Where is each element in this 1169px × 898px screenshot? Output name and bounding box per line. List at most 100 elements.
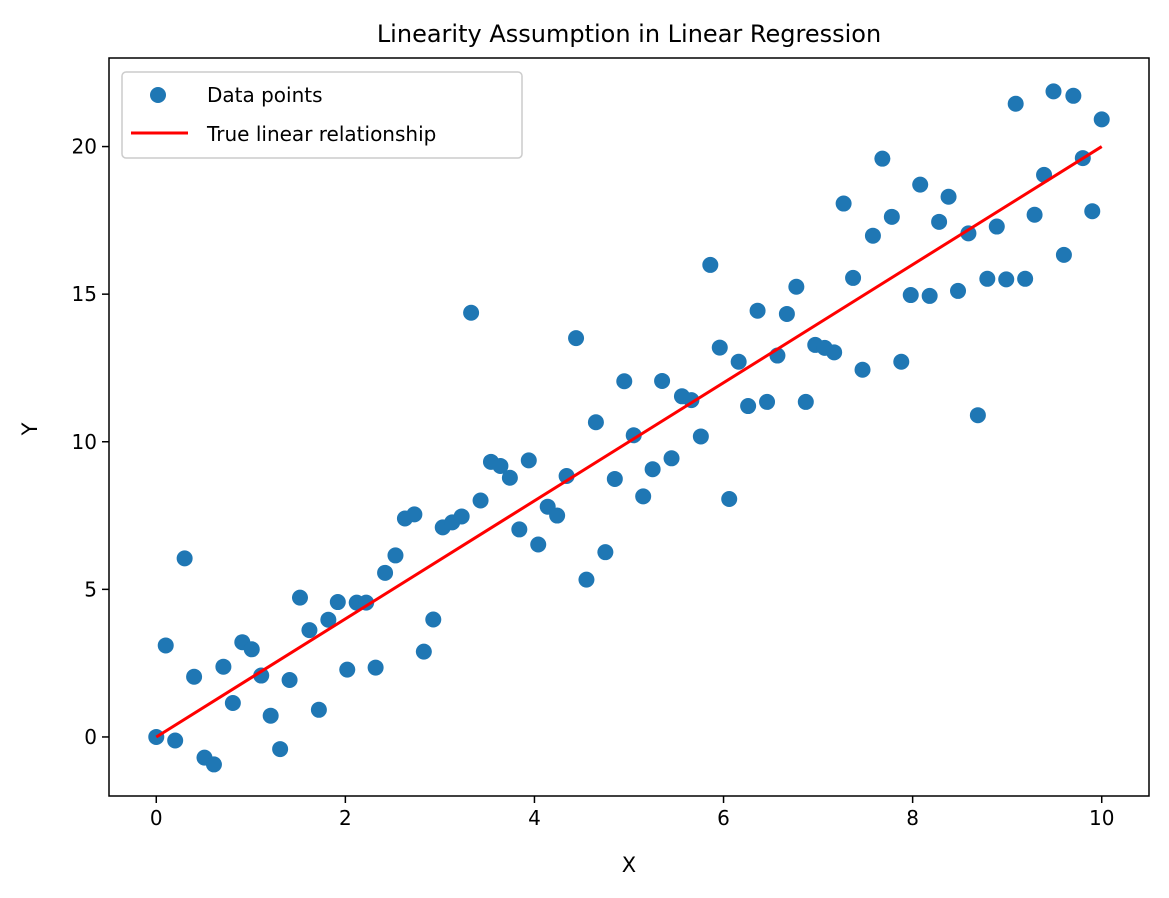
- data-point: [711, 339, 728, 356]
- data-point: [1084, 203, 1101, 220]
- x-tick-label: 6: [717, 806, 730, 830]
- data-point: [329, 594, 346, 611]
- x-tick-label: 8: [906, 806, 919, 830]
- data-point: [702, 256, 719, 273]
- data-point: [415, 643, 432, 660]
- data-point: [578, 571, 595, 588]
- data-point: [157, 637, 174, 654]
- data-point: [654, 372, 671, 389]
- data-point: [281, 671, 298, 688]
- data-point: [1065, 87, 1082, 104]
- data-point: [453, 508, 470, 525]
- data-point: [301, 622, 318, 639]
- data-point: [501, 469, 518, 486]
- data-point: [663, 450, 680, 467]
- data-point: [921, 287, 938, 304]
- data-point: [692, 428, 709, 445]
- data-point: [511, 521, 528, 538]
- data-point: [1045, 83, 1062, 100]
- data-point: [998, 271, 1015, 288]
- data-point: [883, 208, 900, 225]
- data-point: [1017, 270, 1034, 287]
- chart-title: Linearity Assumption in Linear Regressio…: [377, 20, 881, 48]
- data-point: [253, 667, 270, 684]
- data-point: [425, 611, 442, 628]
- data-point: [186, 668, 203, 685]
- legend-label-data-points: Data points: [207, 83, 323, 107]
- data-point: [931, 213, 948, 230]
- legend: Data points True linear relationship: [121, 71, 523, 159]
- data-point: [835, 195, 852, 212]
- data-point: [215, 658, 232, 675]
- data-point: [558, 468, 575, 485]
- data-point: [597, 544, 614, 561]
- x-tick-label: 2: [339, 806, 352, 830]
- axes-frame: [108, 57, 1150, 797]
- y-tick-label: 10: [72, 430, 97, 454]
- data-point: [749, 302, 766, 319]
- data-point: [826, 344, 843, 361]
- plot-area: [148, 83, 1110, 773]
- data-point: [616, 373, 633, 390]
- x-tick-label: 4: [528, 806, 541, 830]
- data-point: [1055, 246, 1072, 263]
- data-point: [262, 707, 279, 724]
- data-point: [310, 701, 327, 718]
- data-point: [893, 353, 910, 370]
- data-point: [243, 641, 260, 658]
- data-point: [635, 488, 652, 505]
- data-point: [377, 564, 394, 581]
- legend-label-true-linear-relationship: True linear relationship: [206, 122, 436, 146]
- data-point: [845, 269, 862, 286]
- data-point: [176, 550, 193, 567]
- data-point: [854, 361, 871, 378]
- data-point: [960, 225, 977, 242]
- data-point: [864, 227, 881, 244]
- data-point: [1093, 111, 1110, 128]
- data-point: [568, 330, 585, 347]
- true-linear-relationship-line: [155, 145, 1103, 739]
- data-point: [730, 353, 747, 370]
- data-point: [367, 659, 384, 676]
- data-point: [979, 270, 996, 287]
- data-point: [721, 491, 738, 508]
- data-point: [902, 287, 919, 304]
- data-point: [167, 732, 184, 749]
- data-point: [272, 741, 289, 758]
- axes: 0 2 4 6 8 10 0 5 10 15 20: [72, 57, 1150, 830]
- data-point: [291, 589, 308, 606]
- data-point: [549, 507, 566, 524]
- data-point: [320, 611, 337, 628]
- data-point: [492, 457, 509, 474]
- data-point: [797, 393, 814, 410]
- data-point: [950, 282, 967, 299]
- data-point: [339, 661, 356, 678]
- data-point: [969, 407, 986, 424]
- x-axis-label: X: [622, 853, 636, 877]
- data-point: [472, 492, 489, 509]
- data-point: [644, 461, 661, 478]
- data-point: [625, 427, 642, 444]
- data-point: [520, 452, 537, 469]
- data-point: [587, 414, 604, 431]
- data-point: [988, 218, 1005, 235]
- data-point: [778, 305, 795, 322]
- legend-marker-data-points: [150, 87, 166, 103]
- data-point: [387, 547, 404, 564]
- data-point: [788, 278, 805, 295]
- x-tick-label: 10: [1089, 806, 1114, 830]
- data-point: [740, 398, 757, 415]
- y-tick-label: 5: [84, 577, 97, 601]
- y-axis-label: Y: [18, 422, 42, 436]
- legend-box: [121, 71, 523, 159]
- data-point: [463, 304, 480, 321]
- data-point: [912, 176, 929, 193]
- y-tick-label: 15: [72, 282, 97, 306]
- data-point: [224, 695, 241, 712]
- data-point: [1007, 95, 1024, 112]
- data-point: [759, 393, 776, 410]
- data-point: [940, 188, 957, 205]
- y-tick-label: 0: [84, 725, 97, 749]
- data-point: [874, 150, 891, 167]
